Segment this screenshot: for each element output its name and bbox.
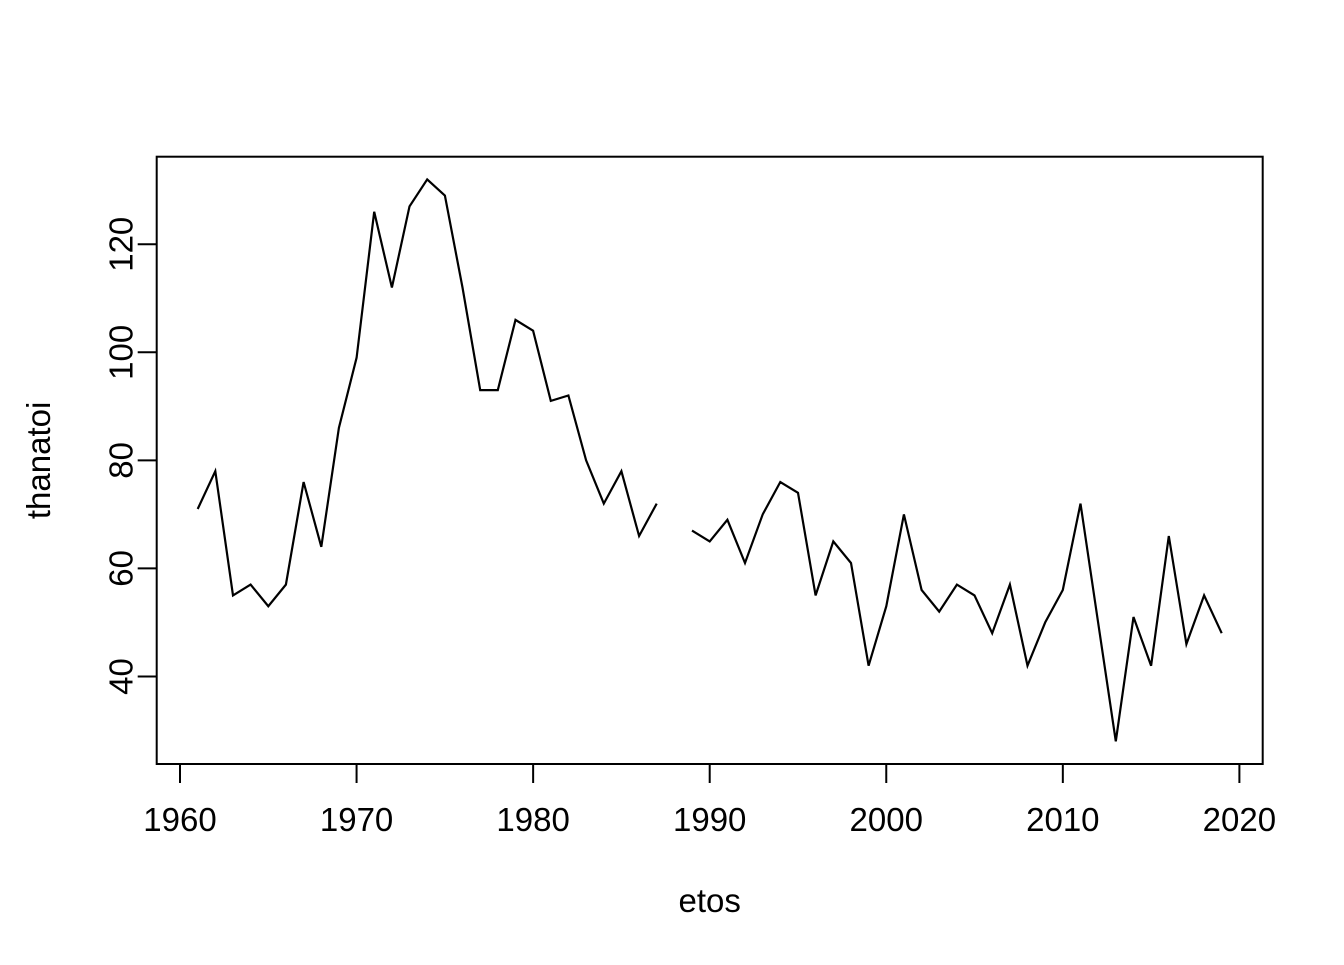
- x-tick-label: 2020: [1203, 801, 1276, 838]
- y-tick-label: 100: [103, 325, 140, 380]
- y-tick-label: 40: [103, 658, 140, 695]
- y-axis-title: thanatoi: [20, 402, 57, 519]
- x-tick-label: 1980: [496, 801, 569, 838]
- x-tick-label: 1990: [673, 801, 746, 838]
- data-line-segment: [691, 480, 1223, 742]
- plot-render-layer: 1960 1970 1980 1990 2000 2010 2020 40 60 80 100 120: [103, 155, 1276, 838]
- data-line-segment: [196, 177, 658, 608]
- y-tick-label: 120: [103, 217, 140, 272]
- plot-border: [155, 155, 1264, 765]
- x-tick-label: 2010: [1026, 801, 1099, 838]
- x-tick-label: 1970: [320, 801, 393, 838]
- x-tick-label: 1960: [143, 801, 216, 838]
- x-tick-label: 2000: [850, 801, 923, 838]
- x-axis-title: etos: [679, 882, 741, 919]
- y-tick-label: 60: [103, 550, 140, 587]
- y-tick-label: 80: [103, 442, 140, 479]
